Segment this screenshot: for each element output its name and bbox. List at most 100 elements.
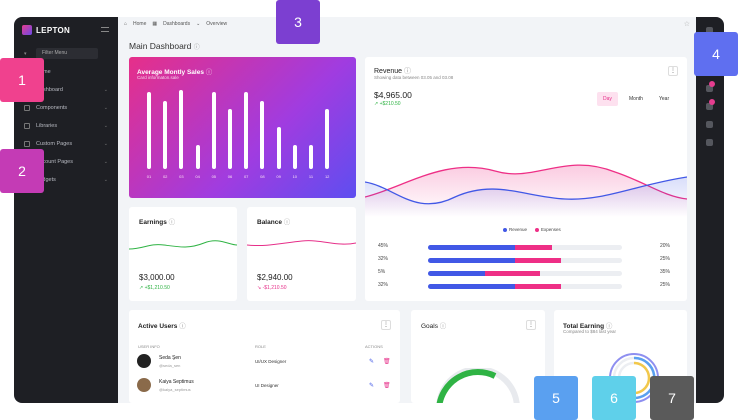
sidebar-item-label: Account Pages bbox=[36, 159, 73, 165]
progress-track bbox=[428, 258, 622, 263]
info-icon: ⓘ bbox=[205, 69, 213, 76]
marker-badge-7: 7 bbox=[650, 376, 694, 420]
logo-icon bbox=[22, 25, 32, 35]
bar-label: 08 bbox=[260, 174, 265, 179]
filter-icon: ▾ bbox=[24, 51, 27, 57]
app-window: LEPTON ▾ Filter Menu Home Dashboard ⌄ Com… bbox=[14, 17, 724, 403]
marker-badge-3: 3 bbox=[276, 0, 320, 44]
sidebar-item-components[interactable]: Components ⌄ bbox=[14, 101, 118, 115]
card-title: Earnings ⓘ bbox=[139, 219, 176, 226]
filter-menu-input[interactable]: Filter Menu bbox=[36, 48, 98, 59]
sidebar-item-label: Widgets bbox=[36, 177, 56, 183]
progress-label: 5% bbox=[378, 269, 386, 275]
more-options-button[interactable]: ⋮ bbox=[526, 320, 536, 330]
calendar-icon[interactable] bbox=[706, 139, 713, 146]
tab-day[interactable]: Day bbox=[597, 92, 618, 106]
bar-01 bbox=[147, 92, 151, 169]
user-name: Kaiya Septimus bbox=[159, 379, 194, 385]
bag-icon[interactable] bbox=[706, 121, 713, 128]
progress-track bbox=[428, 245, 622, 250]
progress-track bbox=[428, 271, 622, 276]
tab-year[interactable]: Year bbox=[659, 96, 670, 102]
progress-expenses bbox=[515, 284, 562, 289]
notification-count-icon bbox=[709, 81, 715, 87]
user-role: UI Designer bbox=[255, 383, 279, 388]
delete-icon[interactable]: 🗑 bbox=[383, 359, 391, 365]
bar-label: 02 bbox=[162, 174, 168, 179]
chevron-down-icon: ⌄ bbox=[103, 159, 108, 165]
progress-percent: 35% bbox=[659, 269, 670, 275]
bar-label: 07 bbox=[243, 174, 249, 179]
progress-label: 32% bbox=[378, 256, 389, 262]
app-name: LEPTON bbox=[36, 25, 71, 35]
bar-label: 06 bbox=[227, 174, 233, 179]
logo[interactable]: LEPTON bbox=[22, 25, 70, 35]
bar-11 bbox=[309, 144, 313, 169]
balance-delta: ↘ -$1,210.50 bbox=[257, 285, 287, 291]
goals-gauge bbox=[436, 368, 520, 403]
progress-revenue bbox=[428, 258, 516, 263]
star-icon[interactable]: ☆ bbox=[683, 21, 690, 28]
progress-track bbox=[428, 284, 622, 289]
bar-label: 12 bbox=[324, 174, 330, 179]
sidebar-item-label: Dashboard bbox=[36, 87, 63, 93]
page-title: Main Dashboard ⓘ bbox=[129, 41, 200, 51]
bar-04 bbox=[195, 144, 200, 169]
bell-icon[interactable] bbox=[706, 85, 713, 92]
column-header-actions: ACTIONS bbox=[365, 344, 383, 349]
bar-02 bbox=[163, 101, 168, 169]
chevron-down-icon: ⌄ bbox=[103, 87, 108, 93]
menu-toggle-icon[interactable] bbox=[101, 27, 109, 32]
avatar bbox=[137, 378, 151, 392]
chart-legend: Revenue Expenses bbox=[503, 227, 561, 232]
bar-05 bbox=[211, 92, 216, 169]
progress-revenue bbox=[428, 284, 516, 289]
more-options-button[interactable]: ⋮ bbox=[381, 320, 391, 330]
chevron-down-icon: ⌄ bbox=[103, 177, 108, 183]
progress-row: 45% 20% bbox=[378, 243, 678, 251]
column-header-role: ROLE bbox=[255, 344, 266, 349]
bar-03 bbox=[179, 90, 184, 169]
card-subtitle: Card informaton.sale bbox=[137, 75, 179, 80]
bar-label: 01 bbox=[146, 174, 152, 179]
revenue-amount: $4,965.00 bbox=[374, 90, 412, 100]
bar-label: 04 bbox=[195, 174, 200, 179]
bar-12 bbox=[325, 108, 330, 169]
edit-icon[interactable]: ✎ bbox=[369, 383, 375, 389]
home-icon[interactable]: ⌂ bbox=[124, 21, 128, 27]
earnings-delta: ↗ +$1,210.50 bbox=[139, 285, 170, 291]
components-icon bbox=[24, 105, 30, 111]
info-icon: ⓘ bbox=[605, 323, 613, 330]
progress-percent: 20% bbox=[659, 243, 670, 249]
delete-icon[interactable]: 🗑 bbox=[383, 383, 391, 389]
breadcrumb-home[interactable]: Home bbox=[133, 21, 147, 27]
legend-revenue[interactable]: Revenue bbox=[503, 227, 527, 232]
chevron-down-icon: ⌄ bbox=[196, 21, 201, 27]
chat-icon[interactable] bbox=[706, 103, 713, 110]
more-options-button[interactable]: ⋮ bbox=[668, 66, 678, 76]
tab-month[interactable]: Month bbox=[629, 96, 643, 102]
progress-revenue bbox=[428, 245, 516, 250]
message-count-icon bbox=[709, 99, 715, 105]
card-subtitle: Showing data between 03.05 and 03.08 bbox=[374, 75, 454, 80]
info-icon: ⓘ bbox=[439, 323, 447, 330]
user-icon[interactable] bbox=[706, 27, 713, 34]
edit-icon[interactable]: ✎ bbox=[369, 359, 375, 365]
breadcrumb-dashboards[interactable]: Dashboards bbox=[163, 21, 191, 27]
progress-row: 32% 25% bbox=[378, 256, 678, 264]
sidebar-item-custom-pages[interactable]: Custom Pages ⌄ bbox=[14, 137, 118, 151]
info-icon: ⓘ bbox=[168, 219, 176, 226]
chevron-down-icon: ⌄ bbox=[103, 105, 108, 111]
marker-badge-5: 5 bbox=[534, 376, 578, 420]
progress-expenses bbox=[515, 258, 562, 263]
avg-sales-card: Average Montly Sales ⓘ Card informaton.s… bbox=[129, 57, 356, 198]
main-content: ⌂ Home ▦ Dashboards ⌄ Overview ☆ Main Da… bbox=[118, 17, 696, 403]
earnings-amount: $3,000.00 bbox=[139, 273, 175, 282]
bar-label: 10 bbox=[292, 174, 298, 179]
sidebar-item-libraries[interactable]: Libraries ⌄ bbox=[14, 119, 118, 133]
bar-06 bbox=[228, 108, 232, 169]
legend-expenses[interactable]: Expenses bbox=[535, 227, 561, 232]
sidebar-item-label: Custom Pages bbox=[36, 141, 73, 147]
grid-icon: ▦ bbox=[152, 21, 158, 27]
card-title: Goals ⓘ bbox=[421, 323, 447, 330]
